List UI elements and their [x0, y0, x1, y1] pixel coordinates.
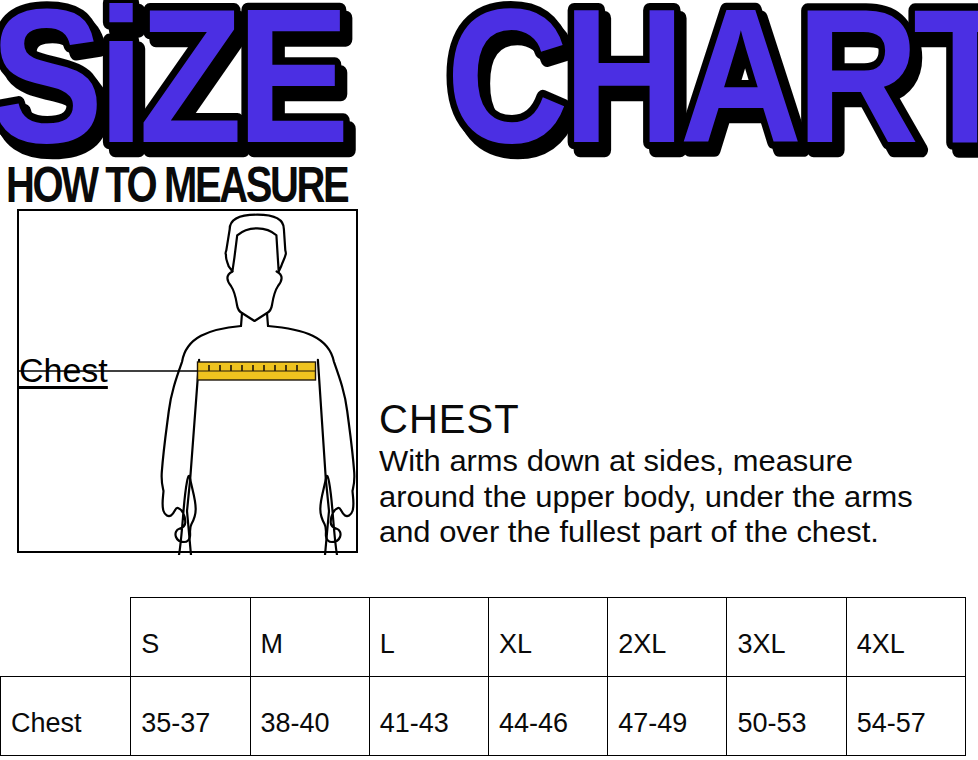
svg-text:SiZECHART: SiZECHART: [0, 0, 978, 182]
